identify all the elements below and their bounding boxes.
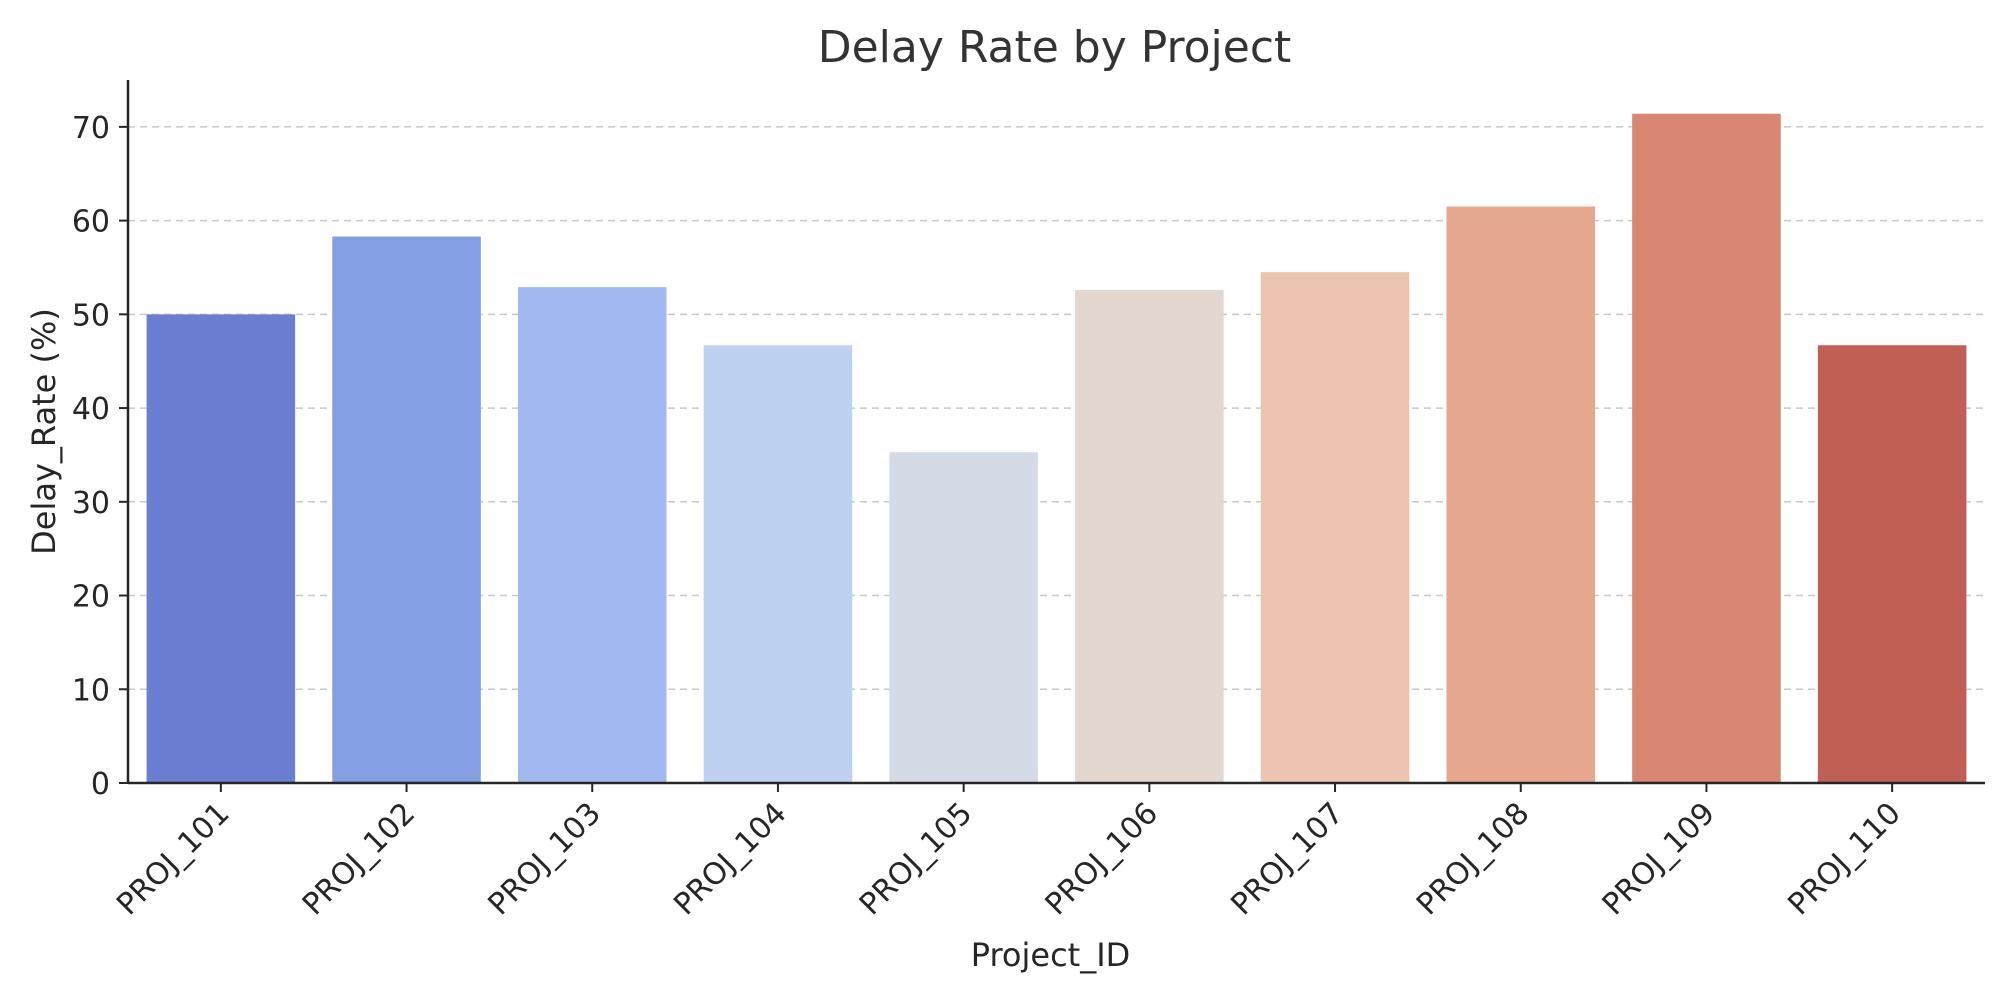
bars-layer — [146, 113, 1967, 784]
bar-proj-101 — [146, 314, 296, 783]
x-tick-label: PROJ_110 — [1781, 796, 1907, 922]
bar-proj-106 — [1075, 289, 1224, 783]
x-tick-label: PROJ_101 — [110, 796, 236, 922]
y-tick-label: 30 — [72, 486, 110, 521]
bar-proj-110 — [1817, 345, 1967, 783]
x-tick-label: PROJ_103 — [482, 796, 608, 922]
x-tick-label: PROJ_108 — [1410, 796, 1536, 922]
y-tick-label: 50 — [72, 298, 110, 333]
x-tick-label: PROJ_109 — [1596, 796, 1722, 922]
y-tick-label: 70 — [72, 111, 110, 146]
x-axis-label: Project_ID — [971, 936, 1131, 974]
x-tick-label: PROJ_102 — [296, 796, 422, 922]
bar-proj-108 — [1446, 206, 1596, 784]
chart-title: Delay Rate by Project — [818, 22, 1292, 73]
bar-proj-103 — [517, 287, 667, 783]
bar-proj-107 — [1260, 272, 1410, 783]
x-tick-label: PROJ_107 — [1224, 796, 1350, 922]
x-tick-label: PROJ_104 — [667, 796, 793, 922]
y-tick-label: 0 — [91, 767, 110, 802]
y-tick-label: 10 — [72, 673, 110, 708]
x-tick-label: PROJ_106 — [1039, 796, 1165, 922]
y-tick-label: 60 — [72, 205, 110, 240]
y-tick-label: 40 — [72, 392, 110, 427]
bar-proj-109 — [1632, 113, 1781, 783]
bar-proj-102 — [332, 236, 481, 783]
bar-proj-105 — [889, 452, 1038, 783]
bar-proj-104 — [703, 345, 853, 783]
axes-layer — [126, 80, 1985, 785]
grid-layer — [128, 126, 1985, 691]
y-tick-label: 20 — [72, 580, 110, 615]
y-axis-label: Delay_Rate (%) — [25, 308, 63, 555]
x-tick-label: PROJ_105 — [853, 796, 979, 922]
